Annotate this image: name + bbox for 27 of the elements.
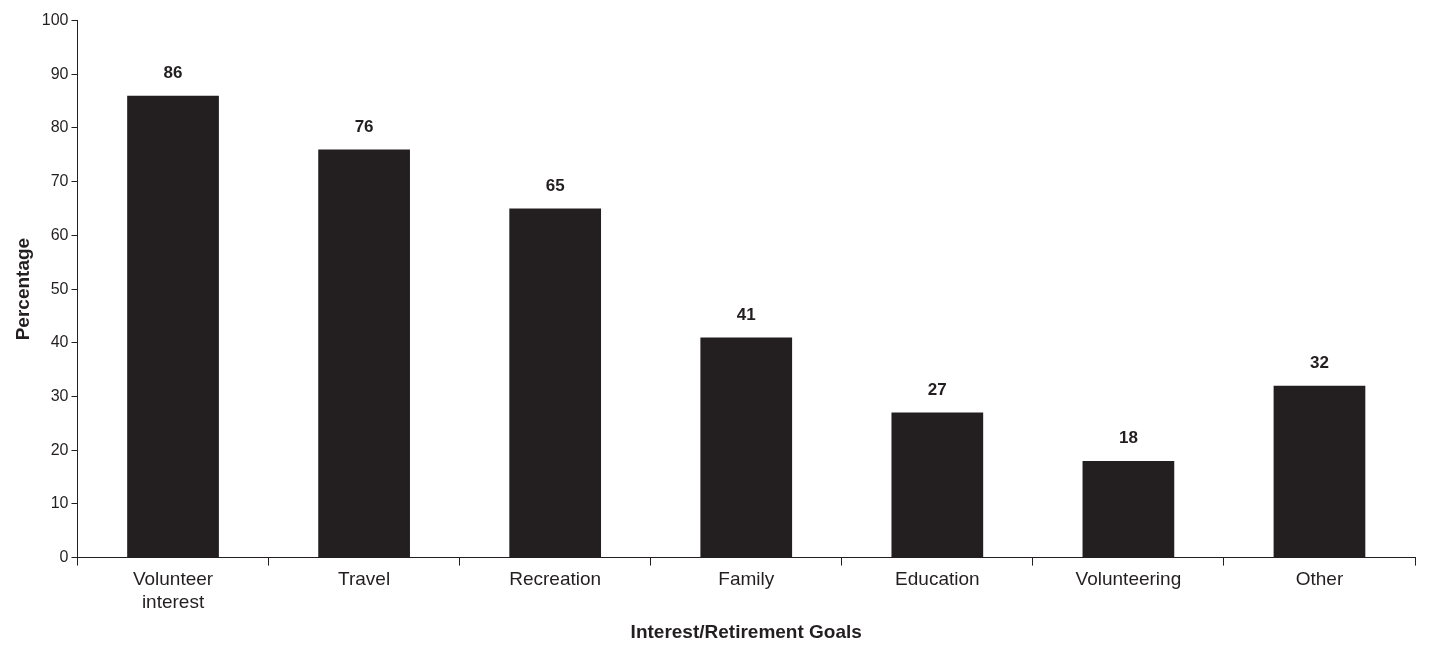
y-tick-label: 100 xyxy=(41,11,69,29)
x-tick-label: Volunteering xyxy=(1075,568,1182,590)
data-label: 86 xyxy=(163,62,183,82)
x-tick-label: Other xyxy=(1295,568,1344,590)
y-axis-title: Percentage xyxy=(11,237,33,341)
y-tick-label: 10 xyxy=(50,494,69,512)
x-tick-label: Volunteer interest xyxy=(132,568,214,613)
data-label: 41 xyxy=(736,304,756,324)
data-label: 76 xyxy=(354,116,374,136)
y-tick-label: 0 xyxy=(59,548,69,566)
y-tick-label: 20 xyxy=(50,440,69,458)
x-tick-label: Education xyxy=(895,568,980,590)
x-axis-title: Interest/Retirement Goals xyxy=(630,620,862,642)
y-tick-label: 50 xyxy=(50,279,69,297)
x-tick-label: Family xyxy=(718,568,775,590)
y-tick-label: 80 xyxy=(50,118,69,136)
y-tick-label: 90 xyxy=(50,64,69,82)
y-tick-label: 40 xyxy=(50,333,69,351)
x-tick-label: Recreation xyxy=(509,568,602,590)
y-tick-label: 70 xyxy=(50,172,69,190)
data-label: 27 xyxy=(927,379,947,399)
data-label: 18 xyxy=(1118,428,1138,448)
x-tick-label: Travel xyxy=(338,568,391,590)
y-tick-label: 60 xyxy=(50,225,69,243)
data-label: 32 xyxy=(1310,352,1329,372)
data-label: 65 xyxy=(545,175,565,195)
y-tick-label: 30 xyxy=(50,386,69,404)
